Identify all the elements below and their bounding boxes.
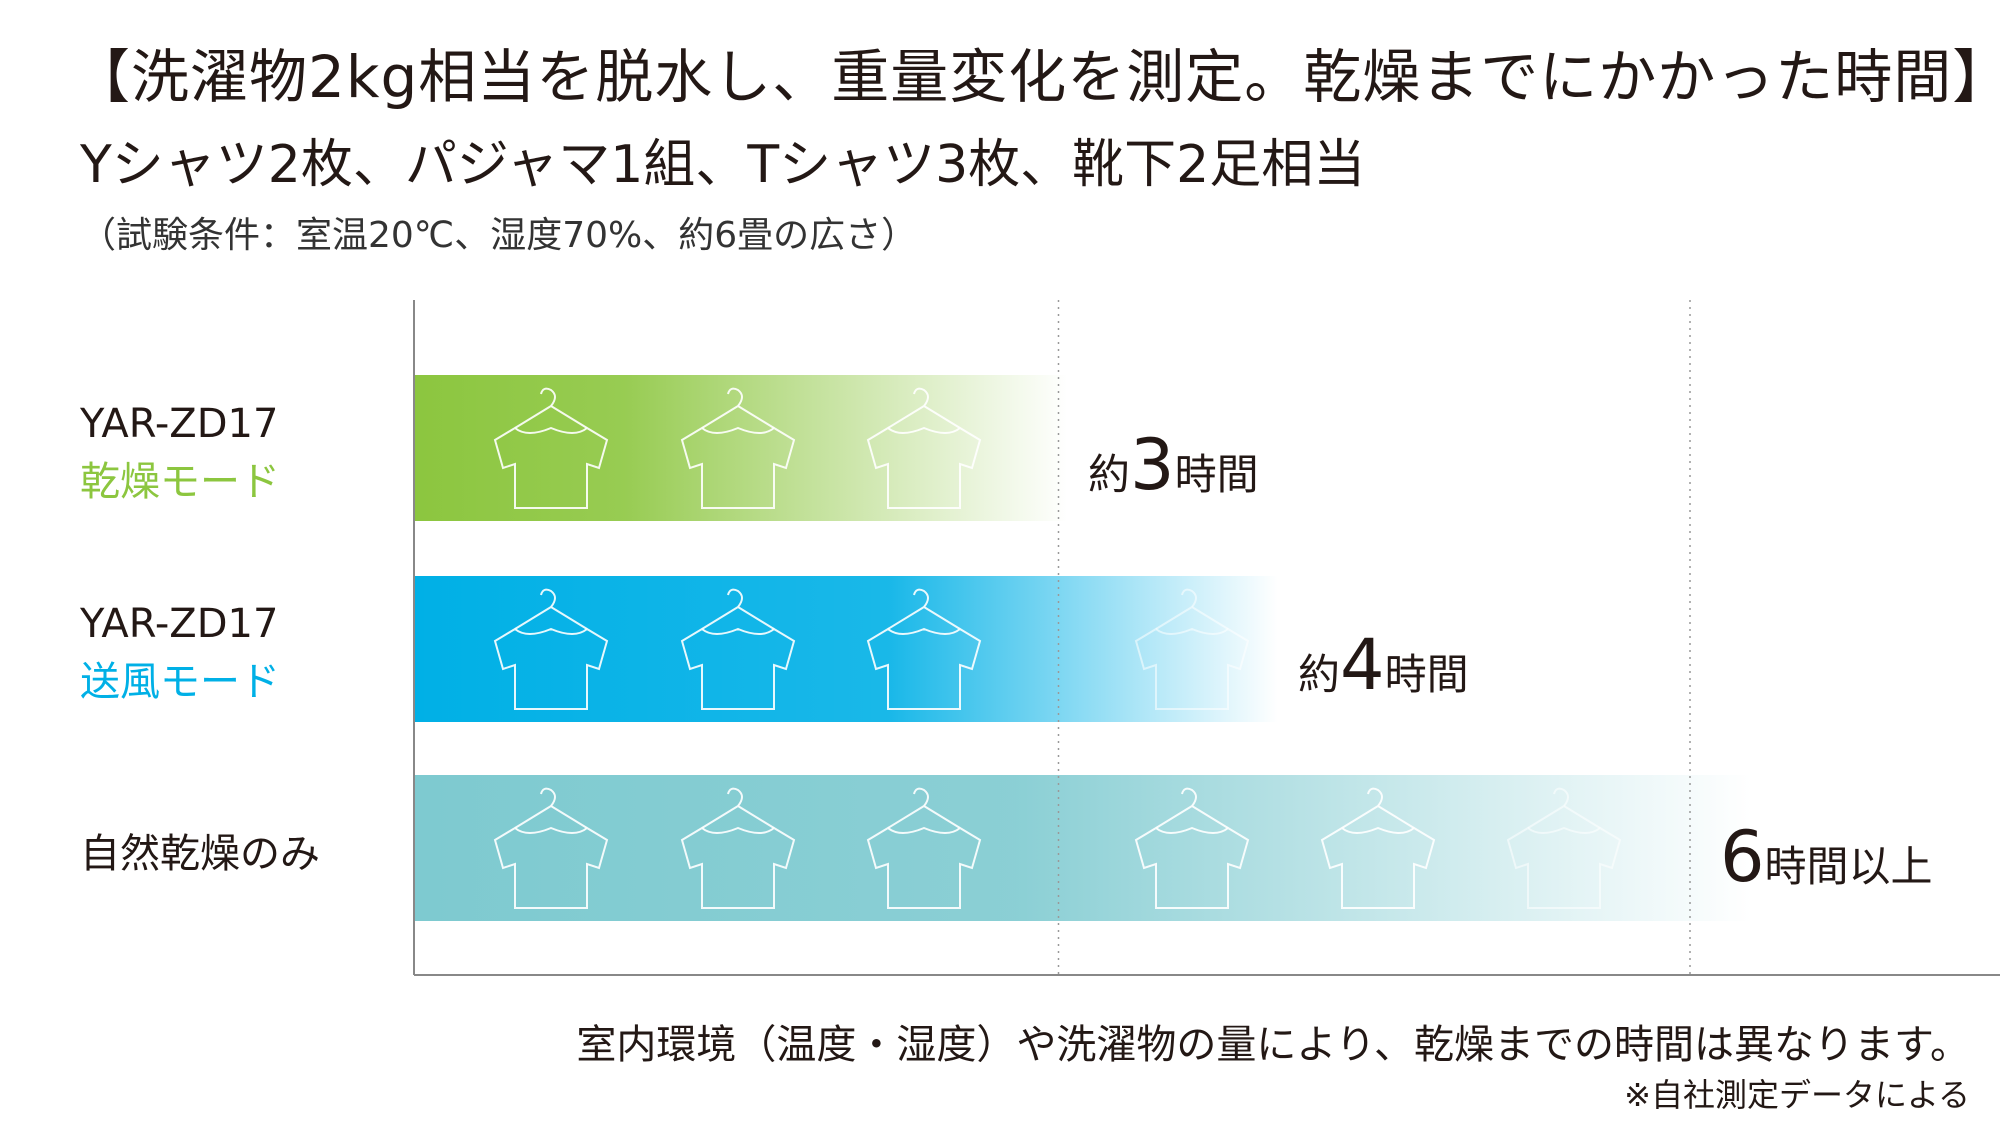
shirt-on-hanger-icon xyxy=(866,787,982,909)
row-model: YAR-ZD17 xyxy=(80,401,279,447)
row-mode: 送風モード xyxy=(80,659,280,705)
value-prefix: 約 xyxy=(1088,450,1131,499)
shirt-on-hanger-icon xyxy=(493,387,609,509)
shirt-on-hanger-icon xyxy=(680,387,796,509)
shirt-on-hanger-icon xyxy=(866,387,982,509)
value-suffix: 時間 xyxy=(1174,450,1259,499)
row-label-natural: 自然乾燥のみ xyxy=(80,825,320,883)
row-label-fan-mode: YAR-ZD17 送風モード xyxy=(80,595,280,711)
disclaimer-text: 室内環境（温度・湿度）や洗濯物の量により、乾燥までの時間は異なります。 xyxy=(576,1022,1970,1068)
bar-2 xyxy=(415,775,1752,921)
source-note: ※自社測定データによる xyxy=(1624,1076,1970,1114)
shirt-on-hanger-icon xyxy=(866,588,982,710)
value-number: 6 xyxy=(1720,816,1765,898)
value-prefix: 約 xyxy=(1298,650,1341,699)
shirt-on-hanger-icon xyxy=(1134,588,1250,710)
value-label-natural: 6 時間以上 xyxy=(1720,822,1933,894)
value-label-fan-mode: 約 4 時間 xyxy=(1298,630,1469,702)
row-mode: 乾燥モード xyxy=(80,459,280,505)
bar-chart xyxy=(413,300,2000,976)
chart-title: 【洗濯物2kg相当を脱水し、重量変化を測定。乾燥までにかかった時間】 xyxy=(72,43,2000,111)
row-model: YAR-ZD17 xyxy=(80,601,279,647)
value-suffix: 時間 xyxy=(1384,650,1469,699)
shirt-on-hanger-icon xyxy=(1506,787,1622,909)
value-label-dry-mode: 約 3 時間 xyxy=(1088,430,1259,502)
row-mode: 自然乾燥のみ xyxy=(80,831,320,877)
shirt-on-hanger-icon xyxy=(1134,787,1250,909)
shirt-on-hanger-icon xyxy=(680,787,796,909)
shirt-on-hanger-icon xyxy=(1320,787,1436,909)
bar-1 xyxy=(415,576,1279,722)
value-suffix: 時間以上 xyxy=(1764,842,1933,891)
value-number: 4 xyxy=(1340,624,1385,706)
chart-subtitle: Yシャツ2枚、パジャマ1組、Tシャツ3枚、靴下2足相当 xyxy=(80,135,1366,195)
shirt-on-hanger-icon xyxy=(493,588,609,710)
shirt-on-hanger-icon xyxy=(680,588,796,710)
row-label-dry-mode: YAR-ZD17 乾燥モード xyxy=(80,395,280,511)
value-number: 3 xyxy=(1130,424,1175,506)
test-conditions: （試験条件：室温20℃、湿度70%、約6畳の広さ） xyxy=(80,215,918,256)
shirt-on-hanger-icon xyxy=(493,787,609,909)
